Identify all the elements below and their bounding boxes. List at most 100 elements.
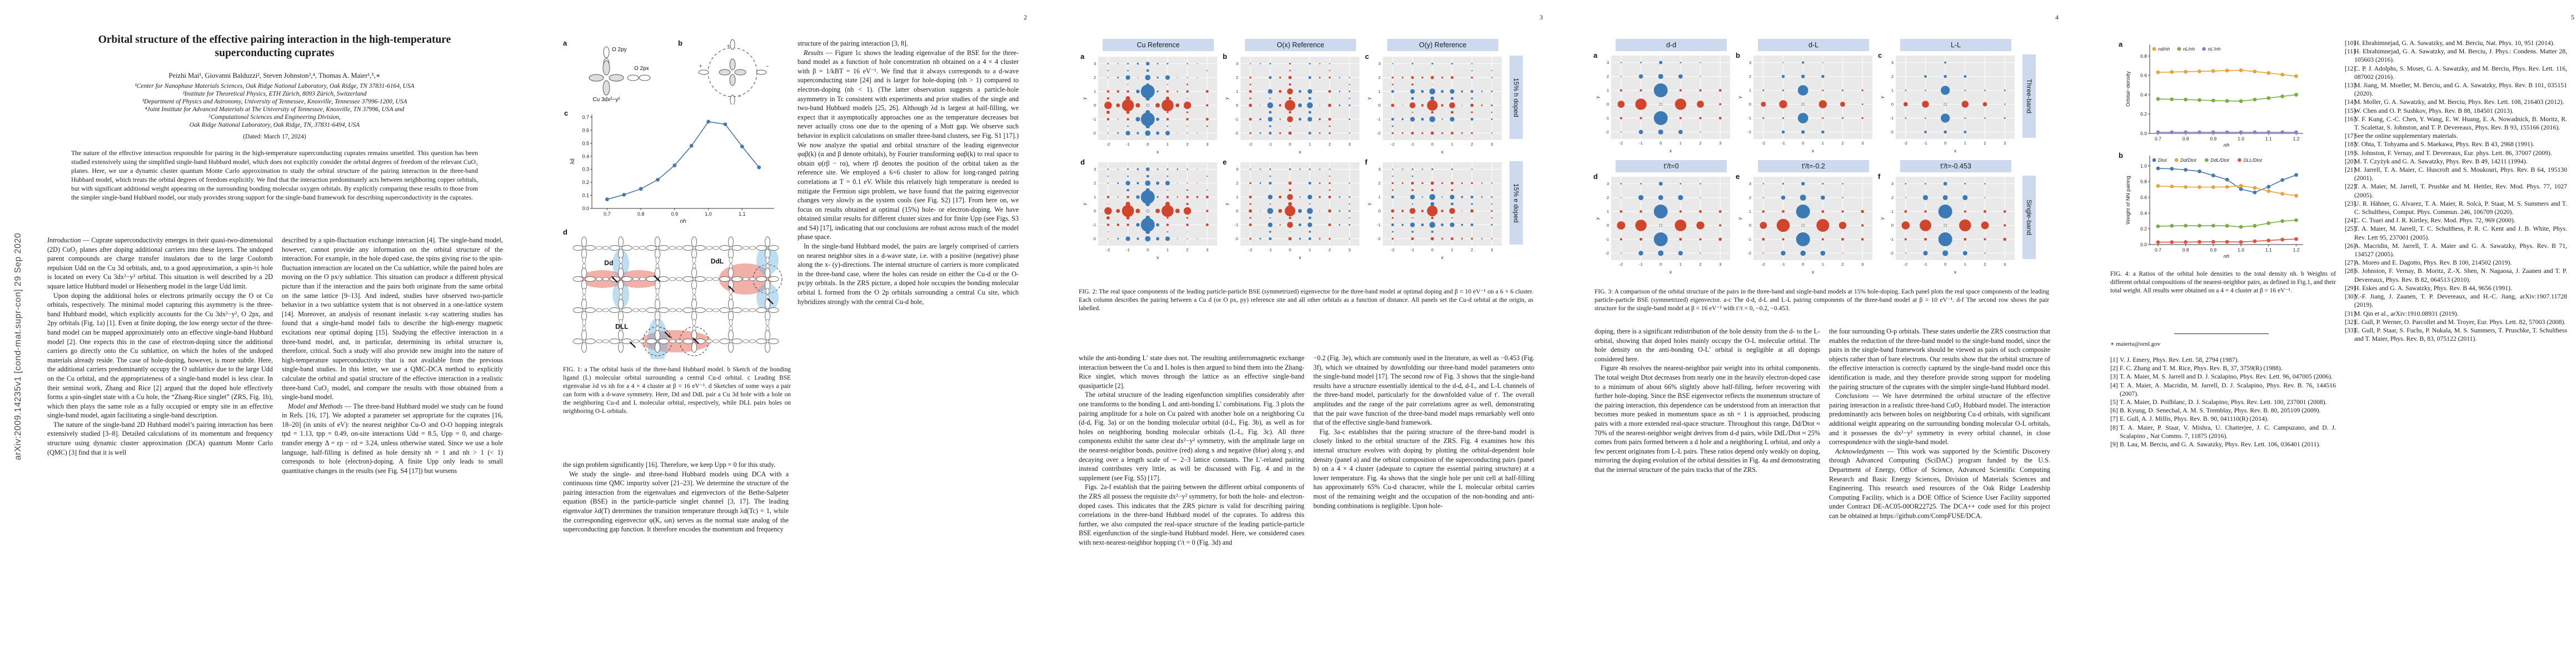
svg-text:-1: -1 [1747, 116, 1751, 121]
fig3-panel-letter: d [1593, 172, 1598, 181]
svg-text:x: x [1670, 269, 1672, 275]
page-1: arXiv:2009.14235v1 [cond-mat.supr-con] 2… [13, 0, 516, 667]
svg-text:DdL/Dtot: DdL/Dtot [2210, 157, 2229, 163]
reference-item: [5] T. A. Maier, D. Poilblanc, D. J. Scal… [2110, 399, 2327, 406]
paragraph: structure of the pairing interaction [3,… [798, 39, 908, 47]
paragraph: while the anti-bonding L′ state does not… [1079, 354, 1304, 390]
svg-text:2: 2 [1094, 181, 1096, 186]
svg-text:3: 3 [1891, 60, 1894, 65]
fig2-panel-letter: a [1080, 52, 1085, 61]
fig3-panel-letter: a [1593, 51, 1598, 59]
reference-item: [12] C. P. J. Adolphs, S. Moser, G. A. Sa… [2345, 64, 2567, 81]
reference-number: [16] [2345, 115, 2356, 123]
svg-text:x: x [1812, 148, 1815, 153]
reference-item: [18] Y. Ohta, T. Tohyama and S. Maekawa, … [2345, 141, 2534, 148]
svg-text:-2: -2 [1234, 236, 1238, 241]
affiliation-6: Oak Ridge National Laboratory, Oak Ridge… [189, 122, 360, 128]
svg-text:2: 2 [1607, 74, 1609, 79]
bubble-panel-e: -2 -2 -1 -1 0 0 1 1 2 2 3 3 x y [1737, 177, 1872, 275]
svg-text:1: 1 [1236, 195, 1238, 200]
svg-text:-1: -1 [1092, 222, 1096, 227]
fig1-panel-letter: b [678, 39, 682, 47]
svg-text:2: 2 [1328, 142, 1331, 147]
svg-text:DLL: DLL [615, 323, 628, 331]
svg-text:Orbital−density: Orbital−density [2125, 71, 2131, 107]
svg-text:2: 2 [1699, 262, 1701, 267]
svg-text:-1: -1 [1234, 222, 1238, 227]
fig1d-lattice-sketch: Dd DdL DLL [572, 236, 783, 365]
svg-text:x: x [1441, 255, 1444, 260]
fig3-row-label: Single-band [2022, 176, 2036, 259]
svg-text:0.2: 0.2 [582, 180, 589, 185]
fig3-column-header: L-L [1900, 39, 2011, 51]
svg-text:-1: -1 [1639, 262, 1643, 267]
svg-text:0.0: 0.0 [2140, 242, 2147, 247]
reference-number: [26] [2345, 242, 2356, 250]
svg-text:y: y [1082, 97, 1087, 99]
page2-column-left: the sign problem significantly [16]. The… [563, 460, 789, 644]
reference-number: [11] [2345, 48, 2356, 56]
affiliation-5: ⁵Computational Sciences and Engineering … [208, 114, 341, 121]
svg-text:0: 0 [1236, 103, 1238, 108]
svg-text:-2: -2 [1890, 251, 1894, 256]
svg-text:1.1: 1.1 [739, 211, 746, 217]
svg-text:+: + [727, 43, 730, 49]
reference-item: [27] A. Moreo and E. Dagotto, Phys. Rev. … [2345, 259, 2512, 267]
svg-text:λd: λd [570, 158, 576, 165]
svg-text:Dtot: Dtot [2158, 157, 2167, 163]
svg-text:−: − [738, 93, 741, 99]
svg-text:0: 0 [1147, 142, 1149, 147]
svg-text:3: 3 [1719, 141, 1721, 146]
svg-text:0.7: 0.7 [2155, 136, 2161, 142]
svg-text:-2: -2 [1391, 142, 1394, 147]
bubble-panel-f: -2 -2 -1 -1 0 0 1 1 2 2 3 3 x y [1366, 162, 1502, 260]
svg-text:-1: -1 [1781, 262, 1785, 267]
paragraph: We study the single- and three-band Hubb… [563, 470, 789, 534]
svg-text:1: 1 [1094, 89, 1096, 94]
svg-text:-2: -2 [1619, 262, 1623, 267]
bubble-panel-d: -2 -2 -1 -1 0 0 1 1 2 2 3 3 x y [1595, 177, 1730, 275]
fig2-column-header: Cu Reference [1103, 39, 1214, 51]
paragraph: Model and Methods — The three-band Hubba… [282, 402, 503, 475]
svg-text:0.8: 0.8 [2140, 179, 2147, 185]
svg-text:nh: nh [2224, 253, 2230, 259]
reference-item: [14] M. Moller, G. A. Sawatzky, and M. Be… [2345, 98, 2564, 106]
svg-text:0: 0 [1891, 102, 1894, 107]
svg-text:-1: -1 [1639, 141, 1643, 146]
svg-text:1: 1 [1167, 247, 1169, 252]
svg-text:3: 3 [1236, 167, 1238, 172]
fig2-panel-letter: d [1080, 158, 1085, 166]
bubble-panel-f: -2 -2 -1 -1 0 0 1 1 2 2 3 3 x y [1879, 177, 2015, 275]
svg-text:3: 3 [1607, 181, 1609, 186]
svg-text:y: y [1595, 96, 1600, 98]
fig3-column-header: d-d [1616, 39, 1727, 51]
svg-text:-2: -2 [1248, 247, 1252, 252]
reference-number: [12] [2345, 64, 2356, 72]
fig3-panel-letter: b [1736, 51, 1740, 59]
svg-text:3: 3 [1206, 142, 1208, 147]
reference-item: [9] B. Lau, M. Berciu, and G. A. Sawatzky… [2110, 441, 2321, 449]
reference-number: [8] [2110, 424, 2118, 431]
svg-text:O 2py: O 2py [612, 47, 627, 53]
svg-text:-1: -1 [1605, 237, 1609, 242]
svg-text:y: y [1224, 97, 1229, 99]
svg-text:x: x [1441, 149, 1444, 155]
svg-text:Dd/Dtot: Dd/Dtot [2180, 157, 2196, 163]
svg-text:0.6: 0.6 [2140, 195, 2147, 200]
fig2-panel-letter: e [1223, 158, 1227, 166]
page1-column-left: Introduction — Cuprate superconductivity… [47, 236, 273, 591]
fig3-column-header: d-L [1758, 39, 1869, 51]
svg-text:1: 1 [1378, 89, 1381, 94]
reference-number: [7] [2110, 415, 2118, 423]
svg-text:0.0: 0.0 [2140, 131, 2147, 136]
reference-item: [10] H. Ebrahimnejad, G. A. Sawatzky, and… [2345, 39, 2555, 47]
svg-text:3: 3 [1491, 247, 1493, 252]
svg-text:0.8: 0.8 [2140, 53, 2147, 59]
page1-column-right: described by a spin-fluctuation exchange… [282, 236, 503, 634]
svg-text:1.0: 1.0 [2140, 163, 2147, 168]
svg-text:0.5: 0.5 [582, 141, 589, 146]
reference-number: [17] [2345, 132, 2356, 140]
svg-text:-2: -2 [1605, 130, 1609, 135]
svg-text:1: 1 [1964, 262, 1966, 267]
svg-text:2: 2 [1607, 195, 1609, 200]
